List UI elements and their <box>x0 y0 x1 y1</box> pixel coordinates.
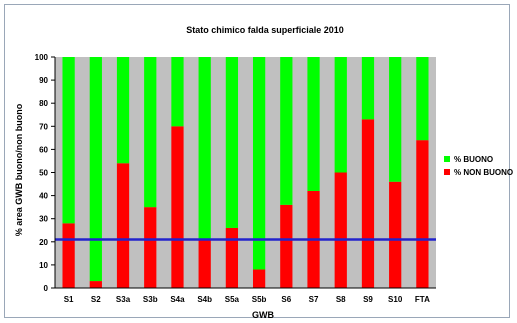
bar-buono-s1 <box>62 57 75 224</box>
x-tick-label: S4b <box>197 295 212 304</box>
bar-buono-s5a <box>225 57 239 228</box>
x-axis-label: GWB <box>252 310 274 320</box>
x-tick-label: S3b <box>143 295 158 304</box>
bar-non-buono-s5a <box>225 227 239 288</box>
bar-non-buono-s3a <box>116 163 130 288</box>
y-tick-label: 100 <box>35 53 49 62</box>
x-tick-label: S6 <box>281 295 291 304</box>
bar-buono-s4a <box>171 57 184 127</box>
bar-buono-s2 <box>89 57 102 282</box>
chart-title: Stato chimico falda superficiale 2010 <box>186 25 344 35</box>
y-tick-label: 60 <box>39 145 48 154</box>
y-tick-label: 80 <box>39 99 48 108</box>
bar-non-buono-s5b <box>252 269 266 288</box>
x-tick-label: FTA <box>415 295 430 304</box>
bar-non-buono-s3b <box>144 207 157 288</box>
y-tick-label: 50 <box>39 169 48 178</box>
x-tick-label: S10 <box>388 295 403 304</box>
bar-non-buono-s4a <box>171 126 184 288</box>
y-tick-label: 40 <box>39 192 48 201</box>
y-tick-label: 30 <box>39 215 48 224</box>
x-tick-label: S4a <box>170 295 185 304</box>
bar-non-buono-fta <box>416 140 429 288</box>
bar-buono-s7 <box>307 57 320 191</box>
bar-buono-s5b <box>252 57 266 270</box>
bar-non-buono-s4b <box>198 239 211 288</box>
y-tick-label: 90 <box>39 76 48 85</box>
bar-non-buono-s8 <box>334 172 347 288</box>
y-tick-label: 20 <box>39 238 48 247</box>
legend-label: % BUONO <box>454 155 493 164</box>
bar-buono-s4b <box>198 57 211 240</box>
bar-buono-s6 <box>280 57 293 205</box>
x-tick-label: S5b <box>252 295 267 304</box>
legend-swatch <box>444 169 450 175</box>
x-tick-label: S9 <box>363 295 373 304</box>
bar-buono-s9 <box>361 57 375 120</box>
y-tick-label: 10 <box>39 261 48 270</box>
legend-label: % NON BUONO <box>454 168 513 177</box>
bar-buono-s3a <box>116 57 130 164</box>
bar-non-buono-s2 <box>89 281 102 288</box>
bar-non-buono-s1 <box>62 223 75 288</box>
y-tick-label: 0 <box>44 284 49 293</box>
bar-buono-s8 <box>334 57 347 173</box>
y-axis-label: % area GWB buono/non buono <box>14 103 24 236</box>
legend-swatch <box>444 156 450 162</box>
x-tick-label: S8 <box>336 295 346 304</box>
x-tick-label: S1 <box>64 295 74 304</box>
bar-buono-s3b <box>144 57 157 208</box>
bar-buono-s10 <box>389 57 402 182</box>
bar-non-buono-s6 <box>280 204 293 288</box>
x-tick-label: S2 <box>91 295 101 304</box>
x-tick-label: S7 <box>309 295 319 304</box>
legend: % BUONO % NON BUONO <box>444 155 513 177</box>
bar-buono-fta <box>416 57 429 141</box>
y-tick-label: 70 <box>39 122 48 131</box>
x-tick-label: S5a <box>225 295 240 304</box>
bar-non-buono-s9 <box>361 119 375 289</box>
plot-area <box>55 57 436 288</box>
bar-non-buono-s10 <box>389 181 402 288</box>
x-tick-label: S3a <box>116 295 131 304</box>
